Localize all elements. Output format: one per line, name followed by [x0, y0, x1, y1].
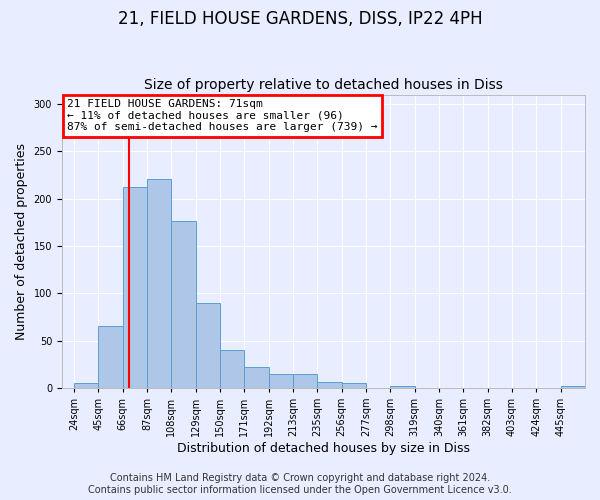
Bar: [98, 326, 123, 388]
Y-axis label: Number of detached properties: Number of detached properties: [15, 142, 28, 340]
Bar: [293, 374, 317, 388]
Text: Contains HM Land Registry data © Crown copyright and database right 2024.
Contai: Contains HM Land Registry data © Crown c…: [88, 474, 512, 495]
Bar: [220, 350, 244, 388]
Bar: [196, 302, 220, 388]
Bar: [391, 386, 415, 388]
Bar: [123, 188, 147, 388]
Text: 21, FIELD HOUSE GARDENS, DISS, IP22 4PH: 21, FIELD HOUSE GARDENS, DISS, IP22 4PH: [118, 10, 482, 28]
X-axis label: Distribution of detached houses by size in Diss: Distribution of detached houses by size …: [177, 442, 470, 455]
Bar: [341, 383, 366, 388]
Bar: [317, 382, 341, 388]
Bar: [172, 222, 196, 388]
Title: Size of property relative to detached houses in Diss: Size of property relative to detached ho…: [144, 78, 503, 92]
Bar: [147, 179, 172, 388]
Bar: [244, 367, 269, 388]
Text: 21 FIELD HOUSE GARDENS: 71sqm
← 11% of detached houses are smaller (96)
87% of s: 21 FIELD HOUSE GARDENS: 71sqm ← 11% of d…: [67, 99, 377, 132]
Bar: [560, 386, 585, 388]
Bar: [74, 383, 98, 388]
Bar: [269, 374, 293, 388]
